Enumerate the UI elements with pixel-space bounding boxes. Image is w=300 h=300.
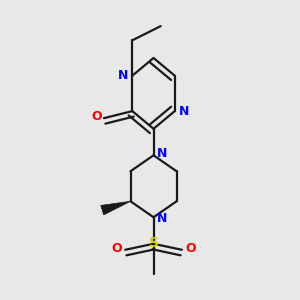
Text: N: N xyxy=(157,212,168,226)
Text: O: O xyxy=(111,242,122,254)
Text: N: N xyxy=(157,147,168,160)
Text: N: N xyxy=(118,69,129,82)
Text: N: N xyxy=(178,105,189,118)
Text: S: S xyxy=(148,236,158,250)
Polygon shape xyxy=(101,201,130,215)
Text: O: O xyxy=(92,110,102,123)
Text: O: O xyxy=(185,242,196,254)
